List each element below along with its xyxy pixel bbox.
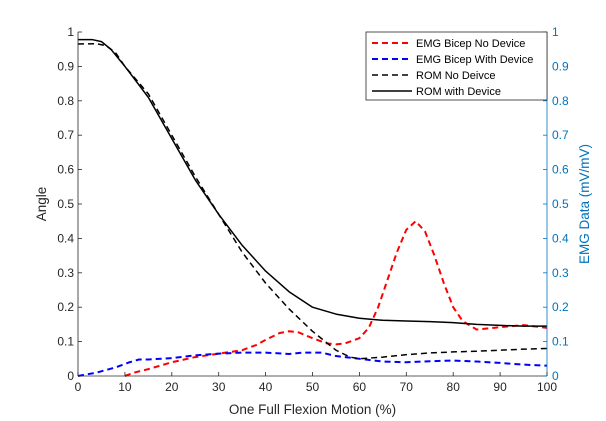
legend-items: EMG Bicep No Device EMG Bicep With Device… xyxy=(372,38,533,98)
x-tick-label-7: 70 xyxy=(400,380,414,394)
legend-label-0: EMG Bicep No Device xyxy=(416,38,525,50)
y-right-tick-label-5: 0.5 xyxy=(552,197,569,211)
y-left-tick-label-6: 0.6 xyxy=(57,163,74,177)
x-tick-label-2: 20 xyxy=(165,380,179,394)
x-tick-label-5: 50 xyxy=(306,380,320,394)
y-left-tick-label-5: 0.5 xyxy=(57,197,74,211)
y-right-tick-label-4: 0.4 xyxy=(552,231,569,245)
y-right-tick-label-10: 1 xyxy=(552,25,559,39)
y-left-tick-label-2: 0.2 xyxy=(57,300,74,314)
ticks-layer: 0 10 20 30 40 50 60 70 80 90 10000.10.20.30.40.50.… xyxy=(57,25,569,394)
y-left-tick-label-1: 0.1 xyxy=(57,335,74,349)
y-right-tick-label-2: 0.2 xyxy=(552,300,569,314)
x-tick-label-4: 40 xyxy=(259,380,273,394)
y-axis-title-left: Angle xyxy=(34,187,49,222)
x-tick-label-3: 30 xyxy=(212,380,226,394)
legend-label-2: ROM No Deivce xyxy=(416,70,495,82)
y-axis-title-right: EMG Data (mV/mV) xyxy=(577,144,592,264)
y-right-tick-label-0: 0 xyxy=(552,369,559,383)
legend-label-1: EMG Bicep With Device xyxy=(416,54,533,66)
legend-label-3: ROM with Device xyxy=(416,86,501,98)
y-right-tick-label-1: 0.1 xyxy=(552,335,569,349)
x-tick-label-8: 80 xyxy=(447,380,461,394)
series-line-3 xyxy=(78,38,547,327)
x-tick-label-6: 60 xyxy=(353,380,367,394)
x-tick-label-10: 100 xyxy=(537,380,557,394)
y-right-tick-label-3: 0.3 xyxy=(552,266,569,280)
y-left-tick-label-8: 0.8 xyxy=(57,94,74,108)
y-left-tick-label-7: 0.7 xyxy=(57,128,74,142)
y-left-tick-label-3: 0.3 xyxy=(57,266,74,280)
series-line-1 xyxy=(77,351,548,377)
legend: EMG Bicep No Device EMG Bicep With Device… xyxy=(365,31,548,101)
y-right-tick-label-7: 0.7 xyxy=(552,128,569,142)
x-tick-label-0: 0 xyxy=(75,380,82,394)
x-axis-title: One Full Flexion Motion (%) xyxy=(229,402,396,417)
y-right-tick-label-8: 0.8 xyxy=(552,94,569,108)
y-left-tick-label-10: 1 xyxy=(67,25,74,39)
series-layer xyxy=(77,38,548,377)
y-left-tick-label-9: 0.9 xyxy=(57,59,74,73)
x-tick-label-9: 90 xyxy=(493,380,507,394)
y-left-tick-label-0: 0 xyxy=(67,369,74,383)
y-left-tick-label-4: 0.4 xyxy=(57,231,74,245)
series-line-0 xyxy=(124,220,548,377)
y-right-tick-label-9: 0.9 xyxy=(552,59,569,73)
y-right-tick-label-6: 0.6 xyxy=(552,163,569,177)
x-tick-label-1: 10 xyxy=(118,380,132,394)
